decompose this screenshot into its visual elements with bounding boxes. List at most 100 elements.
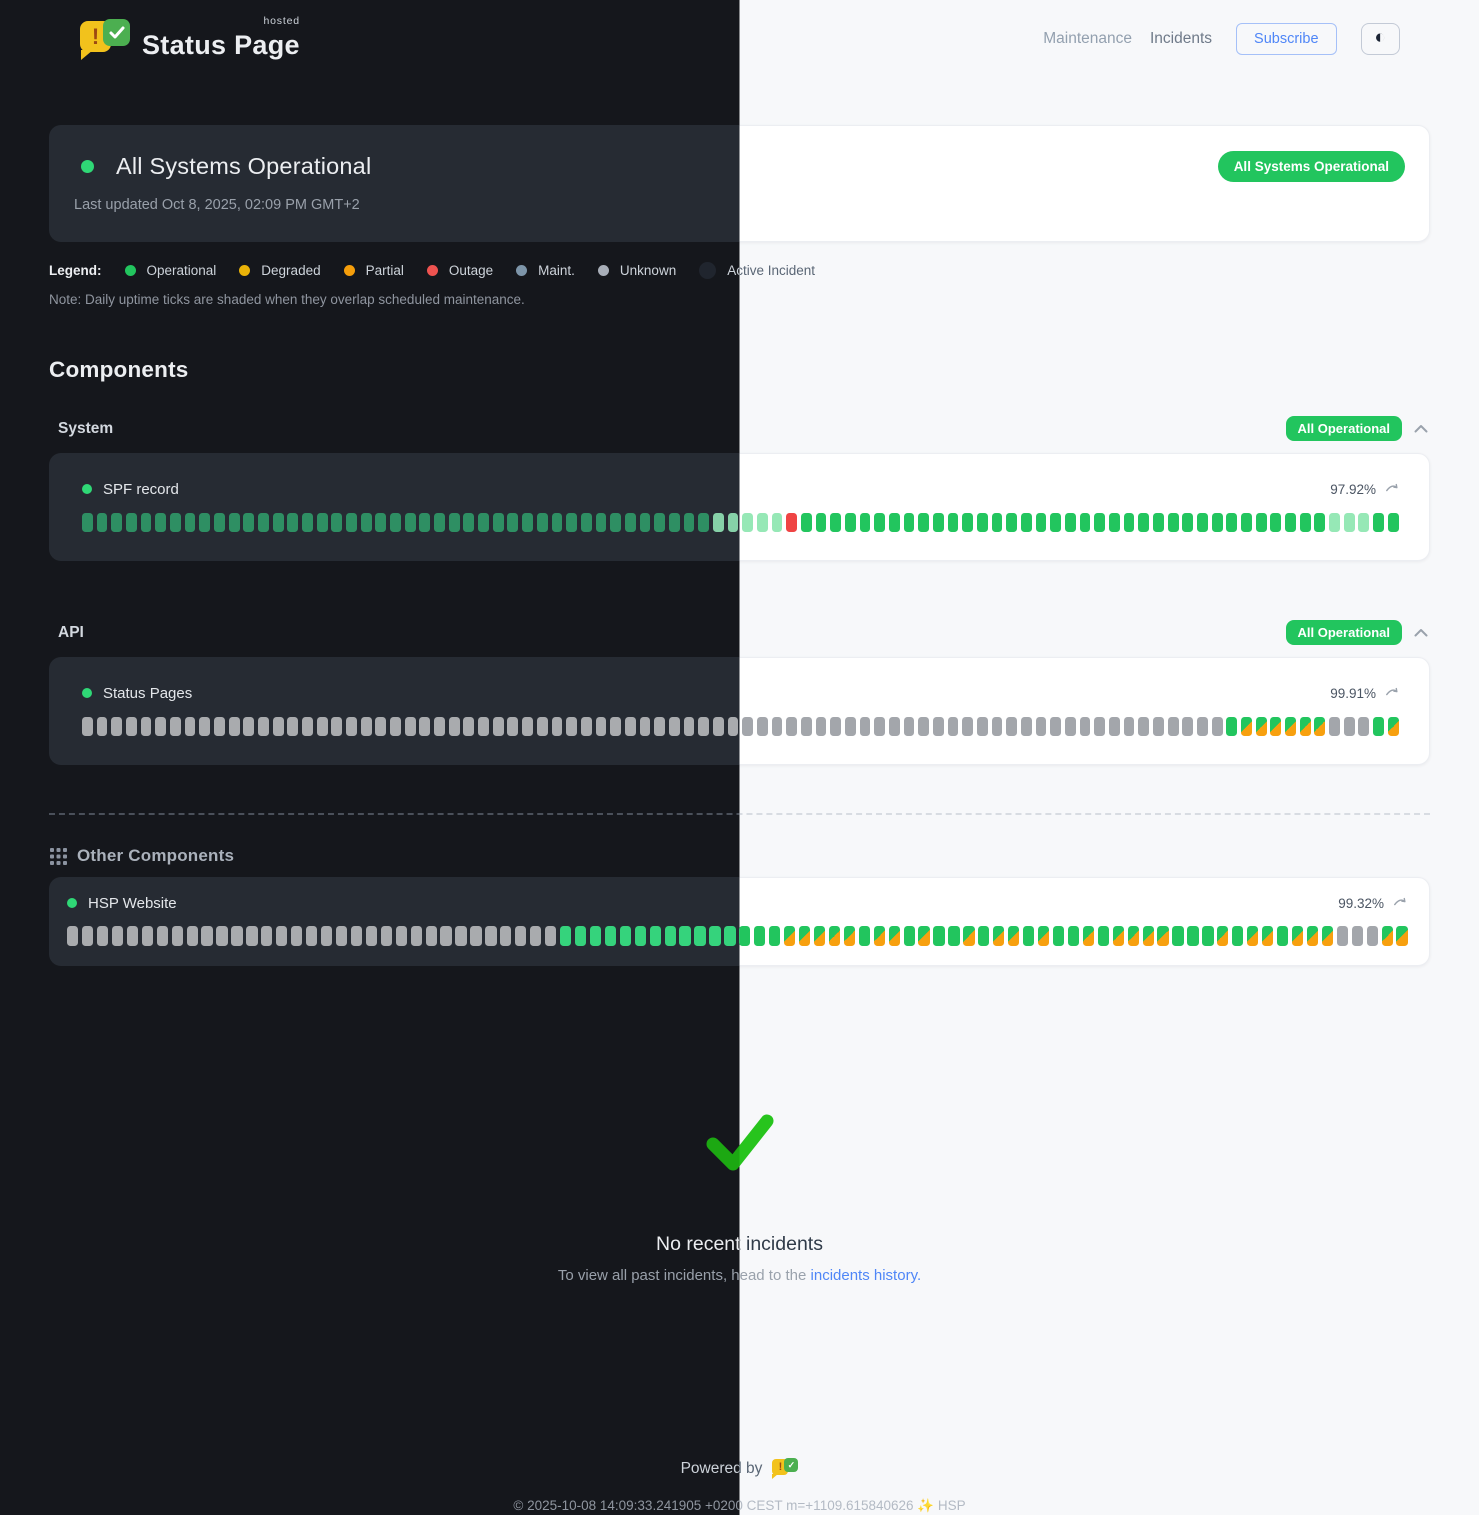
uptime-tick (844, 717, 856, 736)
uptime-tick (380, 926, 392, 946)
uptime-tick (859, 513, 871, 532)
uptime-tick (302, 717, 313, 736)
uptime-tick (1182, 717, 1194, 736)
uptime-tick (272, 513, 284, 532)
uptime-tick (1329, 717, 1340, 736)
uptime-tick (1167, 717, 1179, 736)
uptime-tick (1226, 717, 1238, 736)
uptime-tick (1008, 926, 1020, 946)
uptime-tick (156, 926, 168, 946)
nav-incidents[interactable]: Incidents (1149, 29, 1213, 47)
uptime-tick (1211, 717, 1223, 736)
uptime-tick (589, 926, 602, 946)
uptime-tick (375, 717, 387, 736)
uptime-tick (199, 513, 211, 532)
uptime-tick (507, 717, 519, 736)
trend-arrow-icon (1385, 684, 1399, 702)
uptime-tick (634, 926, 646, 946)
uptime-tick (566, 513, 577, 532)
uptime-tick (1094, 513, 1106, 532)
uptime-tick (1167, 513, 1179, 532)
uptime-tick (610, 717, 621, 736)
uptime-tick (243, 513, 255, 532)
uptime-tick (214, 513, 225, 532)
uptime-tick (1373, 513, 1384, 532)
uptime-tick (1142, 926, 1154, 946)
uptime-tick (739, 926, 740, 946)
uptime-tick (1094, 717, 1106, 736)
degraded-dot-icon (239, 265, 251, 276)
uptime-tick (1358, 717, 1370, 736)
incidents-history-link[interactable]: incidents history. (810, 1267, 922, 1284)
uptime-tick (1112, 926, 1124, 946)
uptime-tick (1023, 926, 1035, 946)
uptime-tick (184, 513, 196, 532)
uptime-tick (580, 717, 592, 736)
brand-wordmark: hosted Status Page (142, 15, 300, 61)
uptime-tick-bar (82, 513, 740, 532)
uptime-tick (440, 926, 452, 946)
uptime-tick (888, 717, 900, 736)
uptime-tick (769, 926, 781, 946)
uptime-tick (1247, 926, 1259, 946)
legend-item-operational: Operational (124, 263, 216, 278)
uptime-tick (171, 926, 183, 946)
nav-maintenance[interactable]: Maintenance (1043, 29, 1132, 47)
uptime-percentage: 99.32% (1338, 895, 1384, 911)
legend-item-maint: Maint. (516, 263, 575, 278)
uptime-tick (346, 513, 357, 532)
trend-arrow-icon (1393, 894, 1407, 912)
chevron-up-icon[interactable] (1414, 628, 1428, 637)
footer-logo-icon[interactable]: ! ✓ (772, 1457, 799, 1480)
group-name: API (58, 623, 84, 641)
theme-toggle-button[interactable]: ◐ (1360, 22, 1400, 56)
uptime-tick (858, 926, 870, 946)
legend-item-outage: Outage (426, 263, 493, 278)
uptime-tick (903, 513, 915, 532)
uptime-tick (316, 513, 328, 532)
chevron-up-icon[interactable] (1414, 424, 1428, 433)
uptime-tick (1153, 717, 1164, 736)
uptime-tick (1123, 717, 1135, 736)
uptime-tick (918, 926, 930, 946)
status-banner: All Systems Operational All Systems Oper… (49, 125, 740, 242)
uptime-tick (694, 926, 706, 946)
uptime-tick (903, 717, 915, 736)
circle-half-icon: ◐ (1374, 26, 1386, 48)
uptime-tick (888, 513, 900, 532)
uptime-tick (1255, 513, 1267, 532)
active-incident-dot-icon (699, 262, 717, 279)
brand-logo-link[interactable]: ! hosted Status Page (80, 15, 300, 61)
uptime-tick (815, 717, 827, 736)
uptime-tick (395, 926, 407, 946)
uptime-tick (624, 717, 636, 736)
uptime-tick (800, 717, 812, 736)
uptime-tick (668, 717, 680, 736)
uptime-tick (492, 717, 504, 736)
uptime-tick (830, 717, 842, 736)
uptime-tick (888, 926, 900, 946)
uptime-tick (1065, 513, 1076, 532)
uptime-tick (170, 513, 181, 532)
uptime-tick (1109, 717, 1120, 736)
uptime-tick (1006, 717, 1018, 736)
uptime-tick (492, 513, 504, 532)
uptime-tick (679, 926, 691, 946)
uptime-tick-bar (67, 926, 740, 946)
uptime-tick (1217, 926, 1229, 946)
uptime-tick (126, 926, 138, 946)
footer: Powered by ! ✓ © 2025-10-08 14:09:33.241… (740, 1457, 1431, 1514)
subscribe-button[interactable]: Subscribe (1236, 22, 1337, 55)
uptime-tick (375, 513, 387, 532)
uptime-tick-bar (740, 513, 1400, 532)
uptime-tick (111, 926, 124, 946)
uptime-tick (1343, 717, 1355, 736)
uptime-tick (1082, 926, 1094, 946)
uptime-tick (522, 717, 533, 736)
uptime-tick (978, 926, 990, 946)
uptime-tick (1067, 926, 1080, 946)
uptime-tick (155, 717, 167, 736)
